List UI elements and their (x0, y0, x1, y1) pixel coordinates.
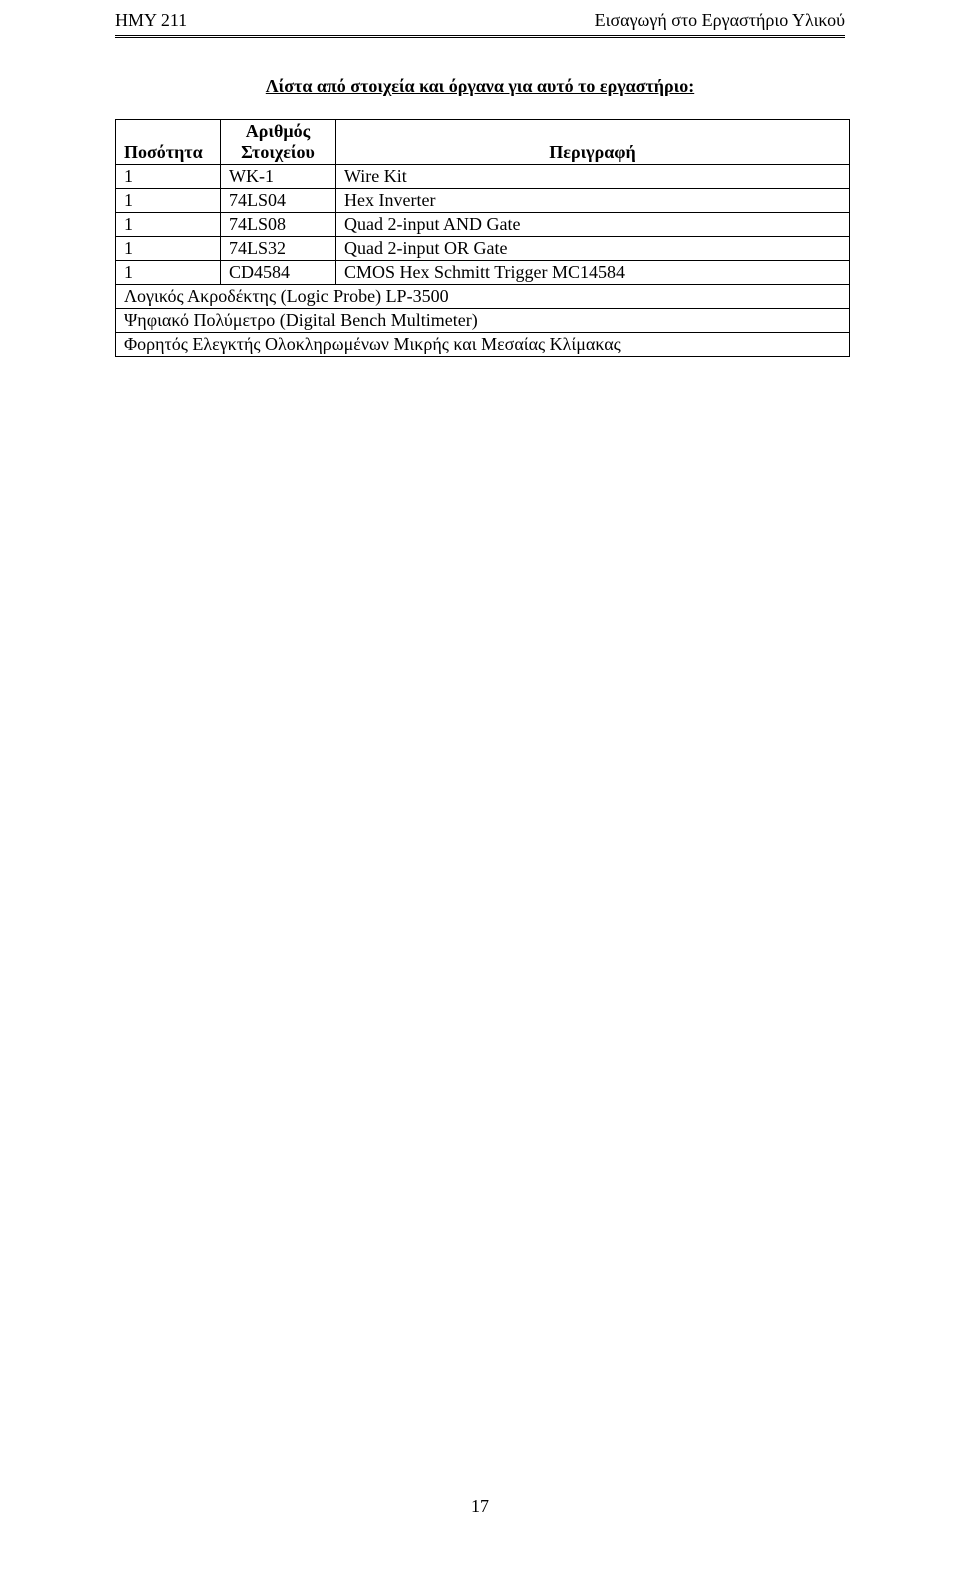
col-part-header: Αριθμός Στοιχείου (221, 120, 336, 165)
col-desc-label: Περιγραφή (549, 142, 635, 162)
cell-desc: Quad 2-input AND Gate (336, 213, 850, 237)
header-left: ΗΜΥ 211 (115, 10, 187, 31)
table-row: 1WK-1Wire Kit (116, 165, 850, 189)
header-right: Εισαγωγή στο Εργαστήριο Υλικού (595, 10, 845, 31)
table-row: 174LS32Quad 2-input OR Gate (116, 237, 850, 261)
materials-table: Ποσότητα Αριθμός Στοιχείου Περιγραφή 1WK… (115, 119, 850, 357)
cell-qty: 1 (116, 237, 221, 261)
cell-part: CD4584 (221, 261, 336, 285)
col-desc-header: Περιγραφή (336, 120, 850, 165)
cell-part: 74LS08 (221, 213, 336, 237)
col-part-label-1: Αριθμός (246, 121, 310, 141)
table-body: 1WK-1Wire Kit174LS04Hex Inverter174LS08Q… (116, 165, 850, 357)
col-qty-header: Ποσότητα (116, 120, 221, 165)
cell-part: 74LS04 (221, 189, 336, 213)
table-row: Λογικός Ακροδέκτης (Logic Probe) LP-3500 (116, 285, 850, 309)
page-number: 17 (0, 1496, 960, 1517)
page-content: Λίστα από στοιχεία και όργανα για αυτό τ… (0, 38, 960, 357)
cell-part: 74LS32 (221, 237, 336, 261)
cell-desc: Hex Inverter (336, 189, 850, 213)
table-row: 174LS08Quad 2-input AND Gate (116, 213, 850, 237)
cell-span: Λογικός Ακροδέκτης (Logic Probe) LP-3500 (116, 285, 850, 309)
table-row: Φορητός Ελεγκτής Ολοκληρωμένων Μικρής κα… (116, 333, 850, 357)
table-row: Ψηφιακό Πολύμετρο (Digital Bench Multime… (116, 309, 850, 333)
page-header: ΗΜΥ 211 Εισαγωγή στο Εργαστήριο Υλικού (0, 0, 960, 31)
cell-desc: Wire Kit (336, 165, 850, 189)
table-row: 174LS04Hex Inverter (116, 189, 850, 213)
cell-qty: 1 (116, 189, 221, 213)
table-row: 1CD4584CMOS Hex Schmitt Trigger MC14584 (116, 261, 850, 285)
cell-desc: CMOS Hex Schmitt Trigger MC14584 (336, 261, 850, 285)
cell-span: Ψηφιακό Πολύμετρο (Digital Bench Multime… (116, 309, 850, 333)
cell-qty: 1 (116, 261, 221, 285)
col-part-label-2: Στοιχείου (241, 142, 315, 162)
cell-part: WK-1 (221, 165, 336, 189)
cell-span: Φορητός Ελεγκτής Ολοκληρωμένων Μικρής κα… (116, 333, 850, 357)
table-header-row: Ποσότητα Αριθμός Στοιχείου Περιγραφή (116, 120, 850, 165)
cell-qty: 1 (116, 165, 221, 189)
cell-qty: 1 (116, 213, 221, 237)
section-title: Λίστα από στοιχεία και όργανα για αυτό τ… (115, 76, 845, 97)
col-qty-label: Ποσότητα (124, 142, 203, 162)
cell-desc: Quad 2-input OR Gate (336, 237, 850, 261)
